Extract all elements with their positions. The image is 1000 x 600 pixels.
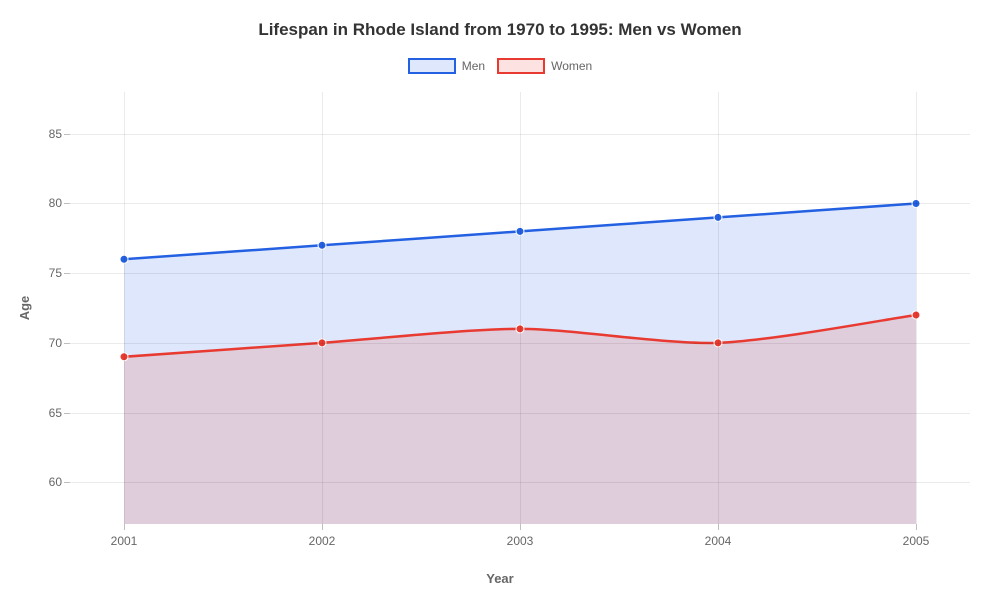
plot-area: 60657075808520012002200320042005 bbox=[70, 92, 970, 524]
x-tick-label: 2004 bbox=[705, 534, 732, 548]
y-tick-label: 70 bbox=[49, 336, 62, 350]
tick-mark-x bbox=[124, 524, 125, 530]
tick-mark-y bbox=[64, 203, 70, 204]
legend-swatch bbox=[497, 58, 545, 74]
y-tick-label: 65 bbox=[49, 406, 62, 420]
tick-mark-y bbox=[64, 343, 70, 344]
legend-label: Men bbox=[462, 59, 485, 73]
y-tick-label: 85 bbox=[49, 127, 62, 141]
x-axis-title: Year bbox=[0, 571, 1000, 586]
chart-legend: Men Women bbox=[0, 58, 1000, 74]
grid-line-v bbox=[322, 92, 323, 524]
grid-line-v bbox=[916, 92, 917, 524]
legend-swatch bbox=[408, 58, 456, 74]
tick-mark-x bbox=[520, 524, 521, 530]
tick-mark-y bbox=[64, 482, 70, 483]
legend-item[interactable]: Men bbox=[408, 58, 485, 74]
tick-mark-x bbox=[916, 524, 917, 530]
legend-item[interactable]: Women bbox=[497, 58, 592, 74]
tick-mark-y bbox=[64, 273, 70, 274]
grid-line-v bbox=[520, 92, 521, 524]
tick-mark-x bbox=[322, 524, 323, 530]
x-tick-label: 2003 bbox=[507, 534, 534, 548]
grid-line-v bbox=[718, 92, 719, 524]
x-tick-label: 2002 bbox=[309, 534, 336, 548]
grid-line-v bbox=[124, 92, 125, 524]
x-tick-label: 2001 bbox=[111, 534, 138, 548]
tick-mark-x bbox=[718, 524, 719, 530]
y-tick-label: 60 bbox=[49, 475, 62, 489]
y-tick-label: 75 bbox=[49, 266, 62, 280]
legend-label: Women bbox=[551, 59, 592, 73]
tick-mark-y bbox=[64, 134, 70, 135]
y-axis-title: Age bbox=[17, 296, 32, 321]
tick-mark-y bbox=[64, 413, 70, 414]
chart-title: Lifespan in Rhode Island from 1970 to 19… bbox=[0, 20, 1000, 40]
y-tick-label: 80 bbox=[49, 196, 62, 210]
x-tick-label: 2005 bbox=[903, 534, 930, 548]
